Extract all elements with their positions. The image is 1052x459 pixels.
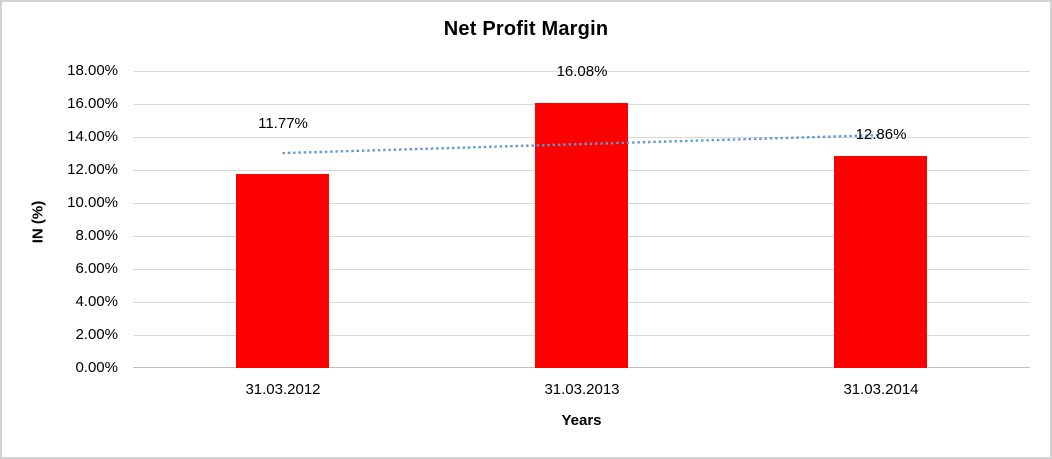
plot-area: [133, 71, 1030, 368]
y-tick-label: 4.00%: [75, 293, 118, 310]
y-tick-label: 14.00%: [67, 128, 118, 145]
x-axis-title: Years: [561, 412, 602, 429]
bar-data-label: 16.08%: [556, 63, 608, 80]
x-tick-label: 31.03.2014: [843, 381, 919, 398]
y-tick-label: 16.00%: [67, 95, 118, 112]
bar: [535, 103, 628, 368]
bar-data-label: 12.86%: [855, 126, 907, 143]
y-tick-label: 18.00%: [67, 62, 118, 79]
y-tick-label: 6.00%: [75, 260, 118, 277]
y-tick-label: 2.00%: [75, 326, 118, 343]
x-tick-label: 31.03.2013: [544, 381, 620, 398]
y-tick-label: 8.00%: [75, 227, 118, 244]
y-tick-label: 0.00%: [75, 359, 118, 376]
bar: [236, 174, 329, 368]
x-tick-label: 31.03.2012: [245, 381, 321, 398]
bar: [834, 156, 927, 368]
y-tick-label: 10.00%: [67, 194, 118, 211]
bar-data-label: 11.77%: [258, 115, 308, 132]
trendline: [282, 133, 881, 155]
chart-title: Net Profit Margin: [443, 18, 609, 40]
y-tick-label: 12.00%: [67, 161, 118, 178]
gridline: [133, 71, 1030, 72]
